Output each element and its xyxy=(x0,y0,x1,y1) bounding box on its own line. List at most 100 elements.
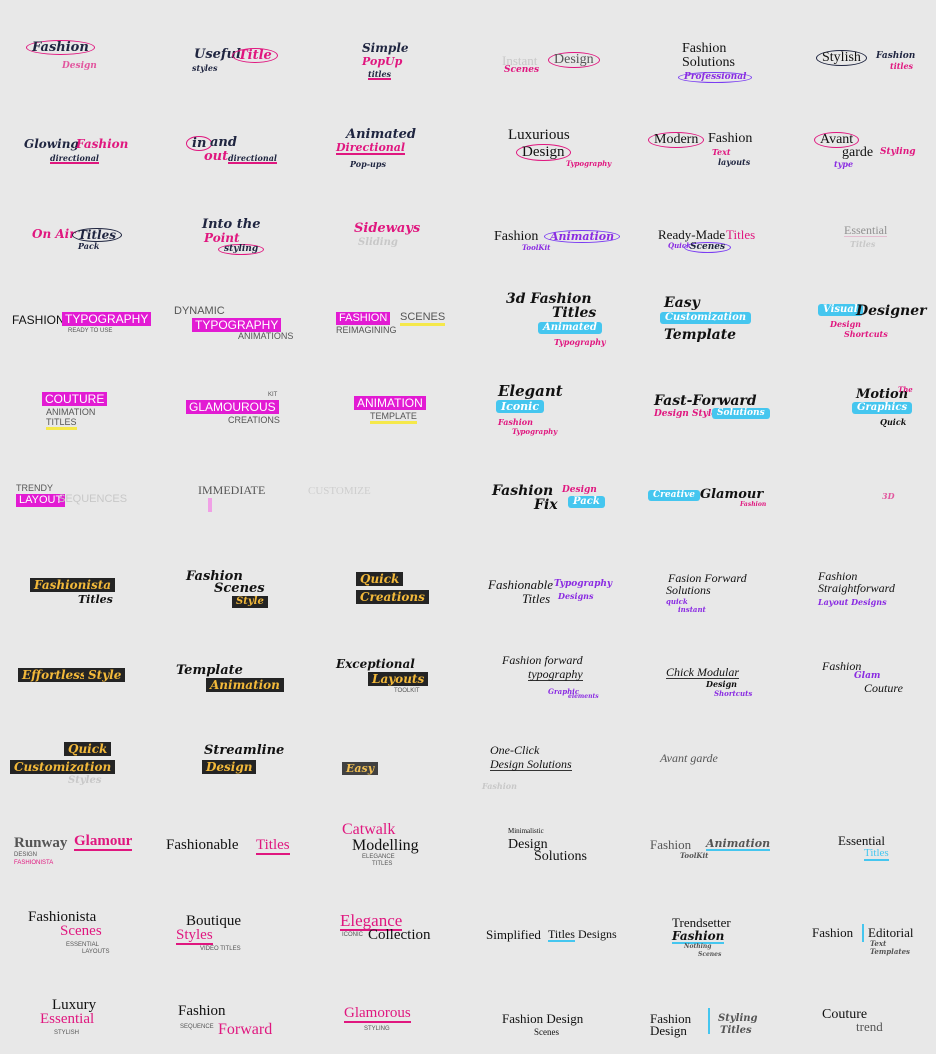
template-in-and-out[interactable]: in and out directional xyxy=(166,108,322,194)
template-couture-trend[interactable]: Couture trend xyxy=(780,968,936,1054)
template-motion-graphics[interactable]: Motion The Graphics Quick xyxy=(780,366,936,452)
template-template-animation[interactable]: Template Animation xyxy=(166,624,322,710)
subline: CREATIONS xyxy=(228,415,280,425)
accent-word: Visual xyxy=(818,304,863,316)
template-fashionista-titles[interactable]: Fashionista Titles xyxy=(10,538,166,624)
template-fashionable-titles-2[interactable]: Fashionable Titles xyxy=(160,796,316,882)
template-fashion-sequence[interactable]: Fashion SEQUENCE Forward xyxy=(166,968,322,1054)
template-animated-directional[interactable]: Animated Directional Pop-ups xyxy=(322,108,478,194)
template-immediate[interactable]: IMMEDIATE xyxy=(166,452,322,538)
template-glowing-fashion[interactable]: Glowing Fashion directional xyxy=(10,108,166,194)
template-fasion-forward[interactable]: Fasion Forward Solutions quick instant xyxy=(634,538,790,624)
subline: Titles xyxy=(720,1025,752,1036)
template-3d[interactable]: 3D xyxy=(780,452,936,538)
template-dynamic-typography[interactable]: DYNAMIC TYPOGRAPHY ANIMATIONS xyxy=(166,280,322,366)
template-useful-title[interactable]: Useful Title styles xyxy=(166,20,322,106)
template-fashion-design[interactable]: Fashion Design xyxy=(10,20,166,106)
headline: Template xyxy=(176,663,243,678)
template-quick-creations[interactable]: Quick Creations xyxy=(322,538,478,624)
headline: Fashionista xyxy=(28,909,97,925)
template-essential-titles-2[interactable]: Essential Titles xyxy=(780,796,936,882)
template-avant-garde[interactable]: Avant garde Styling type xyxy=(780,108,936,194)
template-avant-garde-2[interactable]: Avant garde xyxy=(634,710,790,796)
template-exceptional-layouts[interactable]: Exceptional Layouts TOOLKIT xyxy=(322,624,478,710)
subline-2: Scenes xyxy=(698,951,722,958)
template-one-click[interactable]: One-Click Design Solutions Fashion xyxy=(478,710,634,796)
headline: Motion xyxy=(856,387,909,402)
template-fashion-design-styling[interactable]: Fashion Design Styling Titles xyxy=(634,968,790,1054)
template-fashion-solutions[interactable]: Fashion Solutions Professional xyxy=(634,20,790,106)
accent-word: Fashion xyxy=(672,929,725,944)
template-modern-fashion[interactable]: Modern Fashion Text layouts xyxy=(634,108,790,194)
template-fashion-design-scenes[interactable]: Fashion Design Scenes xyxy=(478,968,634,1054)
headline: Essential xyxy=(844,223,888,237)
template-easy-customization[interactable]: Easy Customization Template xyxy=(634,280,790,366)
template-boutique-styles[interactable]: Boutique Styles VIDEO TITLES xyxy=(166,882,322,968)
subline: Design xyxy=(830,319,861,329)
template-luxurious-design[interactable]: Luxurious Design Typography xyxy=(478,108,634,194)
template-runway-glamour[interactable]: Runway Glamour DESIGN FASHIONISTA xyxy=(6,796,162,882)
headline: Useful xyxy=(194,47,241,62)
template-chick-modular[interactable]: Chick Modular Design Shortcuts xyxy=(634,624,790,710)
template-essential-titles[interactable]: Essential Titles xyxy=(780,194,936,280)
template-fashion-scenes-style[interactable]: Fashion Scenes Style xyxy=(166,538,322,624)
template-fashion-forward-typography[interactable]: Fashion forward typography Graphic eleme… xyxy=(478,624,634,710)
template-catwalk-modelling[interactable]: Catwalk Modelling ELEGANCE TITLES xyxy=(322,796,478,882)
template-simple-popup[interactable]: Simple PopUp titles xyxy=(322,20,478,106)
template-effortless-style[interactable]: Effortless Style xyxy=(10,624,166,710)
template-animation-template[interactable]: ANIMATION TEMPLATE xyxy=(322,366,478,452)
accent-word: Title xyxy=(232,48,278,63)
template-fashionable-titles[interactable]: Fashionable Titles Typography Designs xyxy=(478,538,634,624)
template-easy[interactable]: Easy xyxy=(322,710,478,796)
headline: Quick xyxy=(356,572,404,586)
template-fashion-editorial[interactable]: Fashion Editorial Text Templates xyxy=(780,882,936,968)
template-into-the-point[interactable]: Into the Point styling xyxy=(166,194,322,280)
template-fashion-animation[interactable]: Fashion Animation ToolKit xyxy=(478,194,634,280)
template-trendy-layout[interactable]: TRENDY LAYOUT SEQUENCES xyxy=(6,452,162,538)
headline: Animated xyxy=(346,127,417,142)
template-visual-designer[interactable]: Visual Designer Design Shortcuts xyxy=(780,280,936,366)
template-trendsetter-fashion[interactable]: Trendsetter Fashion Nothing Scenes xyxy=(634,882,790,968)
template-3d-fashion-titles[interactable]: 3d Fashion Titles Animated Typography xyxy=(478,280,634,366)
template-fashion-glam-couture[interactable]: Fashion Glam Couture xyxy=(780,624,936,710)
template-minimalistic-design[interactable]: Minimalistic Design Solutions xyxy=(478,796,634,882)
template-luxury-essential[interactable]: Luxury Essential STYLISH xyxy=(10,968,166,1054)
template-fashion-animation-2[interactable]: Fashion Animation ToolKit xyxy=(634,796,790,882)
subline: Layout Designs xyxy=(818,597,887,607)
template-simplified-titles[interactable]: Simplified Titles Designs xyxy=(478,882,634,968)
template-customize[interactable]: CUSTOMIZE xyxy=(308,452,478,538)
template-fashion-scenes[interactable]: FASHION SCENES REIMAGINING xyxy=(322,280,478,366)
template-instant-design[interactable]: Instant Design Scenes xyxy=(478,20,634,106)
headline-2: typography xyxy=(528,667,583,681)
subline: SEQUENCE xyxy=(180,1024,214,1030)
template-stylish-fashion[interactable]: Stylish Fashion titles xyxy=(780,20,936,106)
template-empty-slot[interactable] xyxy=(780,710,936,796)
subline: REIMAGINING xyxy=(336,325,397,335)
template-elegance-collection[interactable]: Elegance ICONIC Collection xyxy=(322,882,478,968)
template-glamourous-creations[interactable]: GLAMOUROUS CREATIONS KIT xyxy=(166,366,322,452)
template-ready-made-titles[interactable]: Ready-Made Titles Quick Scenes xyxy=(634,194,790,280)
template-creative-glamour[interactable]: Creative Glamour Fashion xyxy=(634,452,790,538)
template-on-air-titles[interactable]: On Air Titles Pack xyxy=(10,194,166,280)
headline-2: Couture xyxy=(864,681,903,695)
template-quick-customization[interactable]: Quick Customization Styles xyxy=(6,710,162,796)
subline: ToolKit xyxy=(522,243,551,252)
template-streamline-design[interactable]: Streamline Design xyxy=(166,710,322,796)
template-glamorous[interactable]: Glamorous STYLING xyxy=(322,968,478,1054)
headline: Fashion xyxy=(26,40,95,55)
template-elegant-iconic[interactable]: Elegant Iconic Fashion Typography xyxy=(478,366,634,452)
headline: Designer xyxy=(856,303,927,319)
subline: Quick xyxy=(880,417,907,427)
accent-word: Point xyxy=(204,231,240,245)
template-fast-forward[interactable]: Fast-Forward Design Style Solutions xyxy=(634,366,790,452)
template-sideways[interactable]: Sideways Sliding xyxy=(322,194,478,280)
template-fashion-straightforward[interactable]: Fashion Straightforward Layout Designs xyxy=(780,538,936,624)
template-fashionista-scenes[interactable]: Fashionista Scenes ESSENTIAL LAYOUTS xyxy=(10,882,166,968)
headline: Fashionista xyxy=(30,578,116,592)
headline: Easy xyxy=(664,295,700,311)
template-fashion-typography[interactable]: FASHION TYPOGRAPHY READY TO USE xyxy=(10,280,166,366)
template-fashion-fix[interactable]: Fashion Fix Design Pack xyxy=(478,452,634,538)
template-couture-animation[interactable]: COUTURE ANIMATION TITLES xyxy=(10,366,166,452)
headline: IMMEDIATE xyxy=(198,483,266,497)
subline: ToolKit xyxy=(680,851,709,860)
